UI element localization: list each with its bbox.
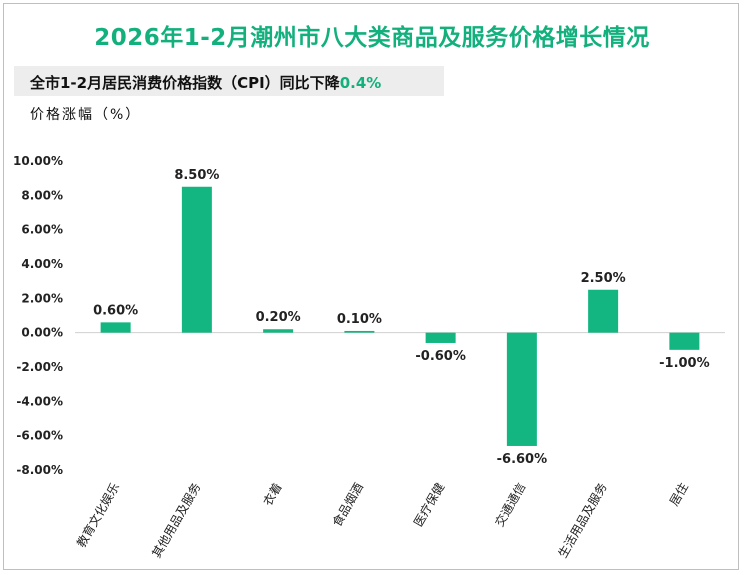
bar bbox=[425, 332, 456, 343]
category-label: 食品烟酒 bbox=[329, 480, 366, 529]
subtitle-banner bbox=[14, 66, 444, 96]
cpi-summary-text: 全市1-2月居民消费价格指数（CPI）同比下降 bbox=[30, 74, 340, 92]
data-label: 8.50% bbox=[174, 168, 219, 183]
category-label: 生活用品及服务 bbox=[555, 480, 610, 560]
y-tick-label: -2.00% bbox=[16, 360, 63, 374]
y-tick-label: 6.00% bbox=[21, 223, 63, 237]
y-tick-label: -4.00% bbox=[16, 394, 63, 408]
category-label: 居住 bbox=[667, 481, 691, 509]
bar bbox=[588, 289, 619, 333]
category-label: 交通通信 bbox=[491, 480, 528, 529]
bar bbox=[506, 332, 537, 446]
bar bbox=[669, 332, 700, 350]
y-tick-label: 10.00% bbox=[13, 154, 63, 168]
data-label: -6.60% bbox=[497, 452, 548, 467]
category-label: 衣着 bbox=[260, 480, 285, 508]
y-tick-label: -8.00% bbox=[16, 463, 63, 477]
y-axis-unit-label: 价格涨幅（%） bbox=[30, 107, 142, 123]
category-label: 医疗保健 bbox=[411, 481, 447, 530]
data-label: -1.00% bbox=[659, 356, 710, 371]
y-tick-label: 4.00% bbox=[21, 257, 63, 271]
data-label: 0.20% bbox=[256, 310, 301, 325]
data-label: 2.50% bbox=[581, 271, 626, 286]
cpi-summary-value: 0.4% bbox=[339, 74, 382, 92]
chart-title: 2026年1-2月潮州市八大类商品及服务价格增长情况 bbox=[94, 25, 650, 51]
chart-frame bbox=[3, 3, 739, 570]
category-label: 教育文化娱乐 bbox=[73, 480, 122, 550]
data-label: 0.10% bbox=[337, 312, 382, 327]
y-tick-label: 8.00% bbox=[21, 188, 63, 202]
y-tick-label: 0.00% bbox=[21, 326, 63, 340]
bar bbox=[263, 329, 294, 333]
data-label: 0.60% bbox=[93, 303, 138, 318]
category-label: 其他用品及服务 bbox=[148, 480, 203, 560]
y-tick-label: 2.00% bbox=[21, 291, 63, 305]
bar bbox=[344, 330, 375, 333]
cpi-summary: 全市1-2月居民消费价格指数（CPI）同比下降0.4% bbox=[30, 72, 381, 93]
y-tick-label: -6.00% bbox=[16, 429, 63, 443]
bar bbox=[181, 186, 212, 333]
data-label: -0.60% bbox=[415, 349, 466, 364]
bar bbox=[100, 322, 131, 333]
